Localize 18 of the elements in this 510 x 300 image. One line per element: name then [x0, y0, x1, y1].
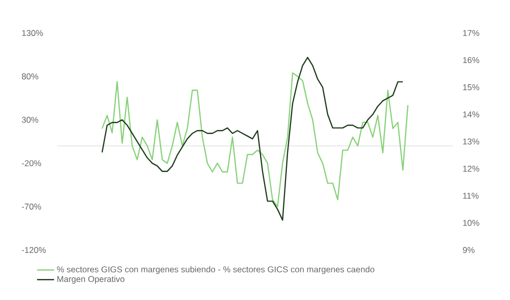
y-tick-label: -70%	[22, 204, 42, 210]
y2-tick-label: 15%	[463, 84, 480, 90]
y2-tick-label: 14%	[463, 111, 480, 118]
y-tick-label: 130%	[22, 30, 43, 36]
legend-label: Margen Operativo	[57, 276, 124, 284]
y2-tick-label: 10%	[463, 220, 480, 226]
y2-tick-label: 17%	[463, 30, 480, 36]
y2-tick-label: 12%	[463, 166, 480, 172]
y-tick-label: 30%	[22, 116, 38, 123]
y2-tick-label: 16%	[463, 57, 480, 64]
y-tick-label: -120%	[22, 247, 46, 254]
legend-label: % sectores GIGS con margenes subiendo - % sectores GICS con margenes caendo	[57, 266, 374, 274]
y2-tick-label: 13%	[463, 138, 480, 145]
y2-tick-label: 11%	[463, 192, 479, 199]
y2-tick-label: 9%	[462, 247, 475, 254]
line-series	[102, 72, 408, 208]
y-tick-label: 80%	[22, 73, 38, 80]
y-tick-label: -20%	[22, 160, 42, 166]
